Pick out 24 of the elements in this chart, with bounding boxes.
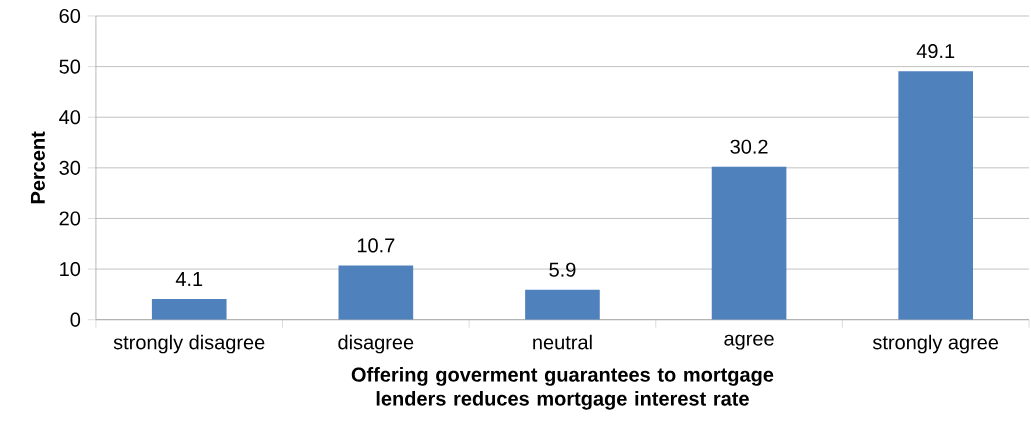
x-tick-label: disagree bbox=[338, 334, 414, 354]
x-axis-title: Offering goverment guarantees to mortgage lenders reduces mortgage interest rate bbox=[351, 367, 774, 410]
bar bbox=[711, 167, 787, 320]
data-label: 4.1 bbox=[175, 272, 203, 287]
y-tick-label: 30 bbox=[59, 160, 81, 176]
x-tick-label: strongly agree bbox=[872, 334, 999, 354]
y-tick-label: 0 bbox=[70, 312, 81, 327]
bar bbox=[898, 71, 974, 320]
x-tick-label: strongly disagree bbox=[113, 334, 265, 354]
data-label: 49.1 bbox=[916, 44, 955, 59]
y-tick-label: 40 bbox=[59, 110, 81, 125]
bar bbox=[525, 290, 600, 320]
y-tick-label: 60 bbox=[59, 9, 81, 24]
y-tick-label: 10 bbox=[60, 262, 81, 277]
bar bbox=[338, 265, 414, 320]
y-tick-label: 50 bbox=[59, 59, 81, 74]
y-tick-label: 20 bbox=[59, 211, 81, 226]
y-axis-title: Percent bbox=[30, 131, 45, 204]
bar bbox=[151, 299, 227, 320]
data-label: 30.2 bbox=[730, 139, 768, 154]
x-tick-label: agree bbox=[724, 334, 774, 350]
data-label: 10.7 bbox=[357, 238, 395, 253]
data-label: 5.9 bbox=[549, 262, 576, 277]
x-tick-label: neutral bbox=[533, 334, 592, 350]
